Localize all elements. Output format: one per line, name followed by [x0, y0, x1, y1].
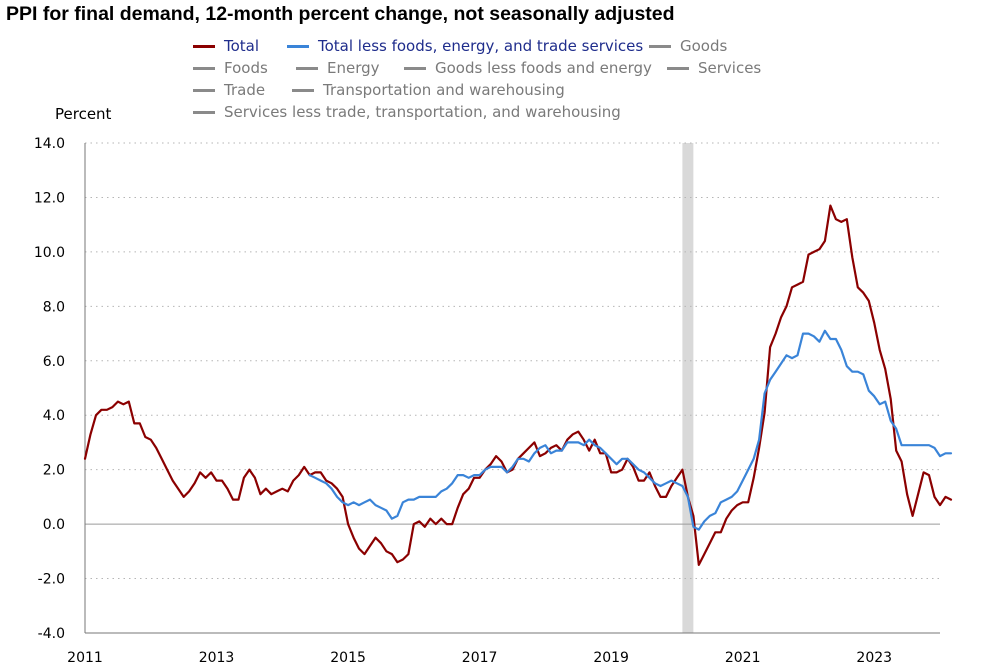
y-tick-label: 8.0 [43, 299, 65, 315]
y-tick-label: 6.0 [43, 354, 65, 370]
y-tick-label: -2.0 [38, 572, 65, 588]
legend-label: Total less foods, energy, and trade serv… [318, 37, 644, 55]
y-tick-label: 4.0 [43, 408, 65, 424]
legend-item-goods[interactable]: Goods [649, 37, 727, 55]
legend-item-services-less-trade-transportation[interactable]: Services less trade, transportation, and… [193, 103, 621, 121]
y-tick-label: 14.0 [34, 136, 65, 152]
legend-label: Goods less foods and energy [435, 59, 652, 77]
recession-shading [682, 143, 694, 633]
legend-swatch [193, 88, 215, 92]
x-tick-label: 2021 [725, 650, 761, 666]
y-tick-label: 0.0 [43, 517, 65, 533]
y-tick-label: 12.0 [34, 190, 65, 206]
x-tick-label: 2017 [462, 650, 498, 666]
legend-swatch [287, 44, 309, 48]
legend-swatch [193, 66, 215, 70]
legend-label: Services less trade, transportation, and… [224, 103, 621, 121]
x-tick-label: 2011 [67, 650, 103, 666]
legend-item-services[interactable]: Services [667, 59, 761, 77]
y-tick-label: 2.0 [43, 463, 65, 479]
y-tick-label: -4.0 [38, 626, 65, 642]
legend-swatch [292, 88, 314, 92]
x-tick-label: 2019 [593, 650, 629, 666]
x-tick-label: 2023 [856, 650, 892, 666]
x-tick-label: 2013 [199, 650, 235, 666]
legend-label: Total [224, 37, 260, 55]
legend-label: Services [698, 59, 762, 77]
legend-label: Energy [327, 59, 380, 77]
chart-title: PPI for final demand, 12-month percent c… [6, 3, 675, 25]
y-tick-label: 10.0 [34, 245, 65, 261]
legend-item-foods[interactable]: Foods [193, 59, 268, 77]
legend-swatch [404, 66, 426, 70]
legend: Total Total less foods, energy, and trad… [0, 0, 999, 130]
legend-swatch [649, 44, 671, 48]
legend-item-transportation-warehousing[interactable]: Transportation and warehousing [292, 81, 565, 99]
series-line-total [83, 204, 953, 567]
legend-label: Transportation and warehousing [323, 81, 565, 99]
x-tick-label: 2015 [330, 650, 366, 666]
series-line-total-less-foods-energy-and-trade-services [308, 329, 953, 531]
legend-item-goods-less-foods-energy[interactable]: Goods less foods and energy [404, 59, 652, 77]
legend-item-energy[interactable]: Energy [296, 59, 380, 77]
y-axis-label: Percent [55, 105, 112, 123]
legend-swatch [296, 66, 318, 70]
legend-label: Trade [224, 81, 266, 99]
legend-item-total[interactable]: Total [193, 37, 259, 55]
legend-label: Foods [224, 59, 268, 77]
legend-swatch [193, 44, 215, 48]
legend-item-total-less-foods-energy-trade[interactable]: Total less foods, energy, and trade serv… [287, 37, 643, 55]
legend-swatch [193, 110, 215, 114]
legend-item-trade[interactable]: Trade [193, 81, 265, 99]
legend-label: Goods [680, 37, 728, 55]
legend-swatch [667, 66, 689, 70]
